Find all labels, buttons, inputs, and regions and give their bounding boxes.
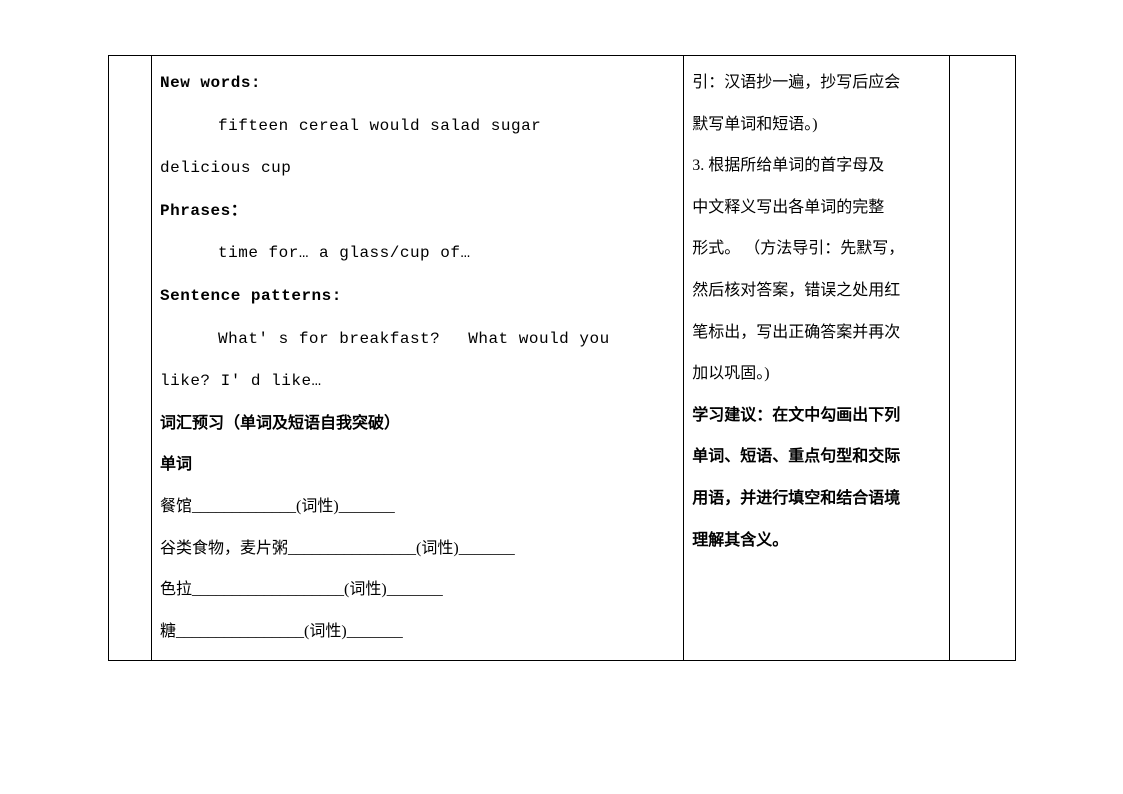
- advice-line2: 单词、短语、重点句型和交际: [692, 448, 900, 465]
- cell-right-empty: [950, 56, 1016, 661]
- fill-item-3: 色拉___________________(词性)_______: [160, 581, 443, 598]
- fill3-blank: ___________________: [192, 581, 344, 598]
- fill3-pos: (词性): [344, 581, 387, 598]
- fill-item-1: 餐馆_____________(词性)_______: [160, 498, 395, 515]
- sentence-line1b: What would you: [468, 330, 609, 348]
- phrases-line: time for… a glass/cup of…: [218, 244, 471, 262]
- note-line3: 3. 根据所给单词的首字母及: [692, 157, 884, 174]
- fill1-label: 餐馆: [160, 498, 192, 515]
- advice-line4: 理解其含义。: [692, 532, 788, 549]
- note-line1: 引：汉语抄一遍，抄写后应会: [692, 74, 900, 91]
- fill-item-2: 谷类食物，麦片粥________________(词性)_______: [160, 540, 515, 557]
- new-words-line2: delicious cup: [160, 159, 291, 177]
- fill1-blank: _____________: [192, 498, 296, 515]
- cell-main-content: New words: fifteen cereal would salad su…: [152, 56, 684, 661]
- fill4-label: 糖: [160, 623, 176, 640]
- fill-item-4: 糖________________(词性)_______: [160, 623, 403, 640]
- vocab-preview-heading: 词汇预习（单词及短语自我突破）: [160, 415, 400, 432]
- fill2-pos: (词性): [416, 540, 459, 557]
- advice-line1: 学习建议：在文中勾画出下列: [692, 407, 900, 424]
- fill4-pos: (词性): [304, 623, 347, 640]
- sentence-line2: like? I' d like…: [160, 372, 322, 390]
- phrases-heading: Phrases：: [160, 202, 247, 220]
- fill4-blank: ________________: [176, 623, 304, 640]
- sentence-patterns-heading: Sentence patterns:: [160, 287, 342, 305]
- note-line8: 加以巩固。): [692, 365, 769, 382]
- fill3-blank2: _______: [387, 581, 443, 598]
- fill1-pos: (词性): [296, 498, 339, 515]
- cell-left-empty: [109, 56, 152, 661]
- note-line2: 默写单词和短语。): [692, 116, 817, 133]
- note-line4: 中文释义写出各单词的完整: [692, 199, 884, 216]
- note-line6: 然后核对答案，错误之处用红: [692, 282, 900, 299]
- fill2-label: 谷类食物，麦片粥: [160, 540, 288, 557]
- advice-line3: 用语，并进行填空和结合语境: [692, 490, 900, 507]
- document-page: New words: fifteen cereal would salad su…: [0, 0, 1123, 794]
- table-row: New words: fifteen cereal would salad su…: [109, 56, 1016, 661]
- note-line5: 形式。 （方法导引：先默写，: [692, 240, 904, 257]
- new-words-heading: New words:: [160, 74, 261, 92]
- lesson-table: New words: fifteen cereal would salad su…: [108, 55, 1016, 661]
- fill2-blank2: _______: [459, 540, 515, 557]
- note-line7: 笔标出，写出正确答案并再次: [692, 324, 900, 341]
- fill1-blank2: _______: [339, 498, 395, 515]
- new-words-line1: fifteen cereal would salad sugar: [218, 117, 541, 135]
- fill2-blank: ________________: [288, 540, 416, 557]
- danci-heading: 单词: [160, 456, 192, 473]
- fill4-blank2: _______: [347, 623, 403, 640]
- fill3-label: 色拉: [160, 581, 192, 598]
- cell-notes: 引：汉语抄一遍，抄写后应会 默写单词和短语。) 3. 根据所给单词的首字母及 中…: [684, 56, 950, 661]
- sentence-line1a: What' s for breakfast?: [218, 330, 440, 348]
